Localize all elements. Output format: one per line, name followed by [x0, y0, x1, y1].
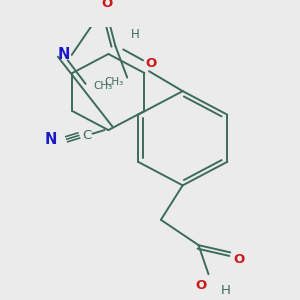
- Text: CH₃: CH₃: [104, 76, 123, 87]
- Text: C: C: [82, 129, 91, 142]
- Text: H: H: [131, 28, 140, 41]
- Text: N: N: [44, 132, 57, 147]
- Text: O: O: [102, 0, 113, 10]
- Text: N: N: [58, 47, 70, 62]
- Text: CH₃: CH₃: [94, 81, 113, 91]
- Text: H: H: [220, 284, 230, 297]
- Text: O: O: [146, 57, 157, 70]
- Text: O: O: [195, 278, 206, 292]
- Text: O: O: [233, 253, 244, 266]
